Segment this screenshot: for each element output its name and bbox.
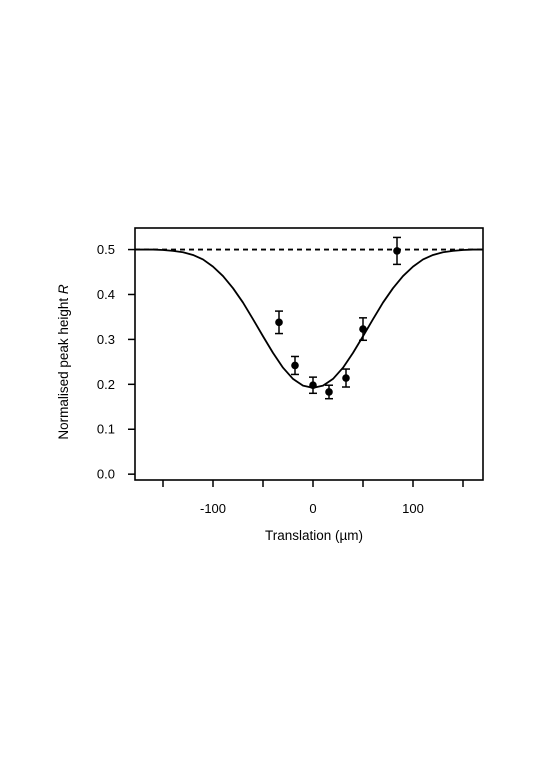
- y-tick-label: 0.0: [97, 467, 115, 482]
- x-tick-label: 100: [402, 501, 424, 516]
- y-tick-label: 0.1: [97, 422, 115, 437]
- y-axis: 0.0 0.1 0.2 0.3 0.4 0.5: [97, 242, 135, 482]
- data-point: [291, 361, 299, 370]
- plot-frame: [134, 227, 484, 481]
- data-point: [359, 325, 367, 333]
- data-point-group: [393, 236, 401, 266]
- data-point-group: [275, 310, 283, 335]
- x-axis-label: Translation (µm): [265, 528, 363, 543]
- x-tick-label: -100: [200, 501, 226, 516]
- data-point-group: [291, 355, 299, 376]
- data-point: [275, 318, 283, 327]
- y-tick-label: 0.4: [97, 287, 115, 302]
- data-point: [342, 374, 350, 382]
- data-point-group: [325, 384, 333, 400]
- data-point: [325, 388, 333, 396]
- data-point: [393, 247, 401, 255]
- data-point-group: [342, 368, 350, 388]
- x-tick-label: 0: [309, 501, 316, 516]
- x-axis: -100 0 100: [162, 480, 464, 516]
- data-point: [309, 381, 317, 390]
- data-point-group: [359, 317, 367, 342]
- fit-layer: [135, 248, 483, 389]
- y-tick-label: 0.3: [97, 332, 115, 347]
- y-tick-label: 0.2: [97, 377, 115, 392]
- y-axis-label-symbol: R: [56, 284, 71, 294]
- points-layer: [275, 236, 401, 400]
- y-tick-label: 0.5: [97, 242, 115, 257]
- y-axis-label: Normalised peak height R: [56, 284, 71, 440]
- data-point-group: [309, 376, 317, 395]
- y-axis-label-text: Normalised peak height: [56, 298, 71, 440]
- fit-curve: [135, 248, 483, 389]
